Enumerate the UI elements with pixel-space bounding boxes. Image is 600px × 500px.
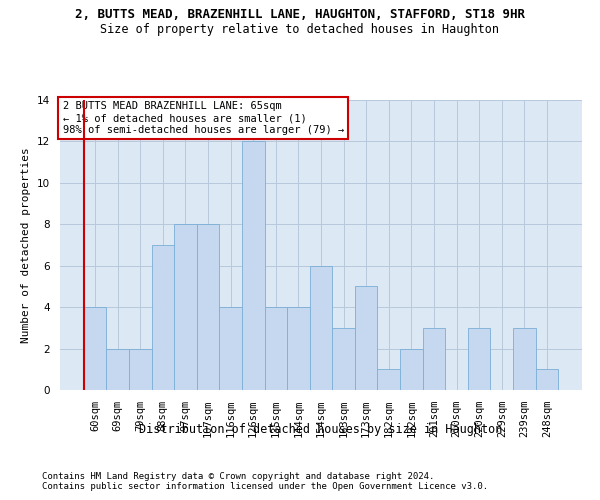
Bar	[468, 328, 490, 390]
Text: Size of property relative to detached houses in Haughton: Size of property relative to detached ho…	[101, 22, 499, 36]
Text: 2 BUTTS MEAD BRAZENHILL LANE: 65sqm
← 1% of detached houses are smaller (1)
98% : 2 BUTTS MEAD BRAZENHILL LANE: 65sqm ← 1%…	[62, 102, 344, 134]
Bar	[106, 348, 129, 390]
Bar	[536, 370, 558, 390]
Bar	[129, 348, 152, 390]
Text: Contains public sector information licensed under the Open Government Licence v3: Contains public sector information licen…	[42, 482, 488, 491]
Bar	[152, 245, 174, 390]
Bar	[287, 307, 310, 390]
Bar	[332, 328, 355, 390]
Bar	[220, 307, 242, 390]
Bar	[400, 348, 422, 390]
Bar	[513, 328, 536, 390]
Text: Contains HM Land Registry data © Crown copyright and database right 2024.: Contains HM Land Registry data © Crown c…	[42, 472, 434, 481]
Bar	[310, 266, 332, 390]
Bar	[265, 307, 287, 390]
Bar	[377, 370, 400, 390]
Bar	[174, 224, 197, 390]
Bar	[84, 307, 106, 390]
Bar	[197, 224, 220, 390]
Bar	[242, 142, 265, 390]
Text: 2, BUTTS MEAD, BRAZENHILL LANE, HAUGHTON, STAFFORD, ST18 9HR: 2, BUTTS MEAD, BRAZENHILL LANE, HAUGHTON…	[75, 8, 525, 20]
Bar	[355, 286, 377, 390]
Text: Distribution of detached houses by size in Haughton: Distribution of detached houses by size …	[139, 422, 503, 436]
Y-axis label: Number of detached properties: Number of detached properties	[22, 147, 31, 343]
Bar	[422, 328, 445, 390]
